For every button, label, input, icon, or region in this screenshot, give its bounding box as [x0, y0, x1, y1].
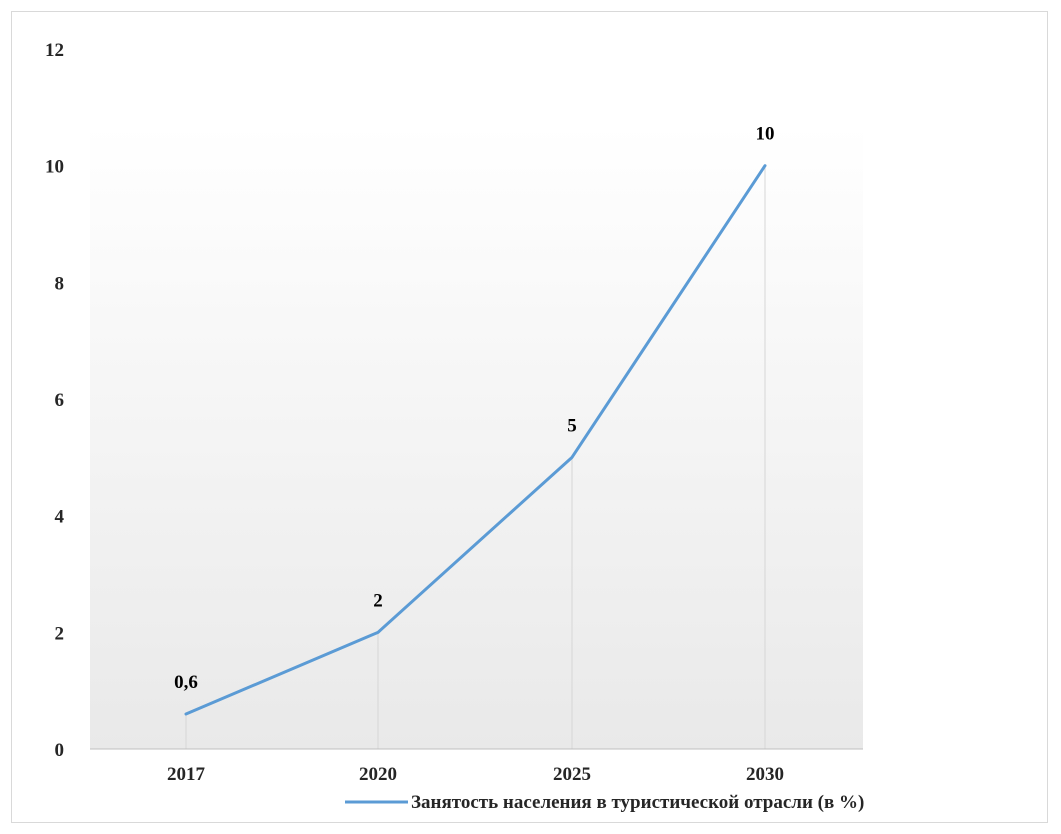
- y-tick-label: 8: [55, 273, 65, 294]
- data-label: 10: [756, 124, 775, 145]
- x-tick-label: 2017: [167, 764, 206, 785]
- data-label: 2: [373, 590, 383, 611]
- y-tick-label: 2: [55, 623, 65, 644]
- y-axis: 0 2 4 6 8 10 12: [45, 40, 65, 761]
- x-tick-label: 2030: [746, 764, 784, 785]
- drop-lines: [185, 165, 766, 749]
- legend: Занятость населения в туристической отра…: [345, 792, 864, 813]
- y-tick-label: 0: [55, 740, 65, 761]
- data-label: 0,6: [174, 672, 198, 693]
- x-tick-label: 2025: [553, 764, 591, 785]
- legend-label: Занятость населения в туристической отра…: [411, 792, 864, 813]
- y-tick-label: 6: [55, 390, 65, 411]
- plot-area: [90, 125, 863, 749]
- x-axis: 2017 2020 2025 2030: [167, 764, 784, 785]
- data-label: 5: [567, 415, 577, 436]
- y-tick-label: 12: [45, 40, 64, 61]
- x-tick-label: 2020: [359, 764, 397, 785]
- y-tick-label: 10: [45, 157, 64, 178]
- y-tick-label: 4: [55, 507, 65, 528]
- series-line: [184, 164, 767, 716]
- data-labels: 0,6 2 5 10: [174, 124, 774, 693]
